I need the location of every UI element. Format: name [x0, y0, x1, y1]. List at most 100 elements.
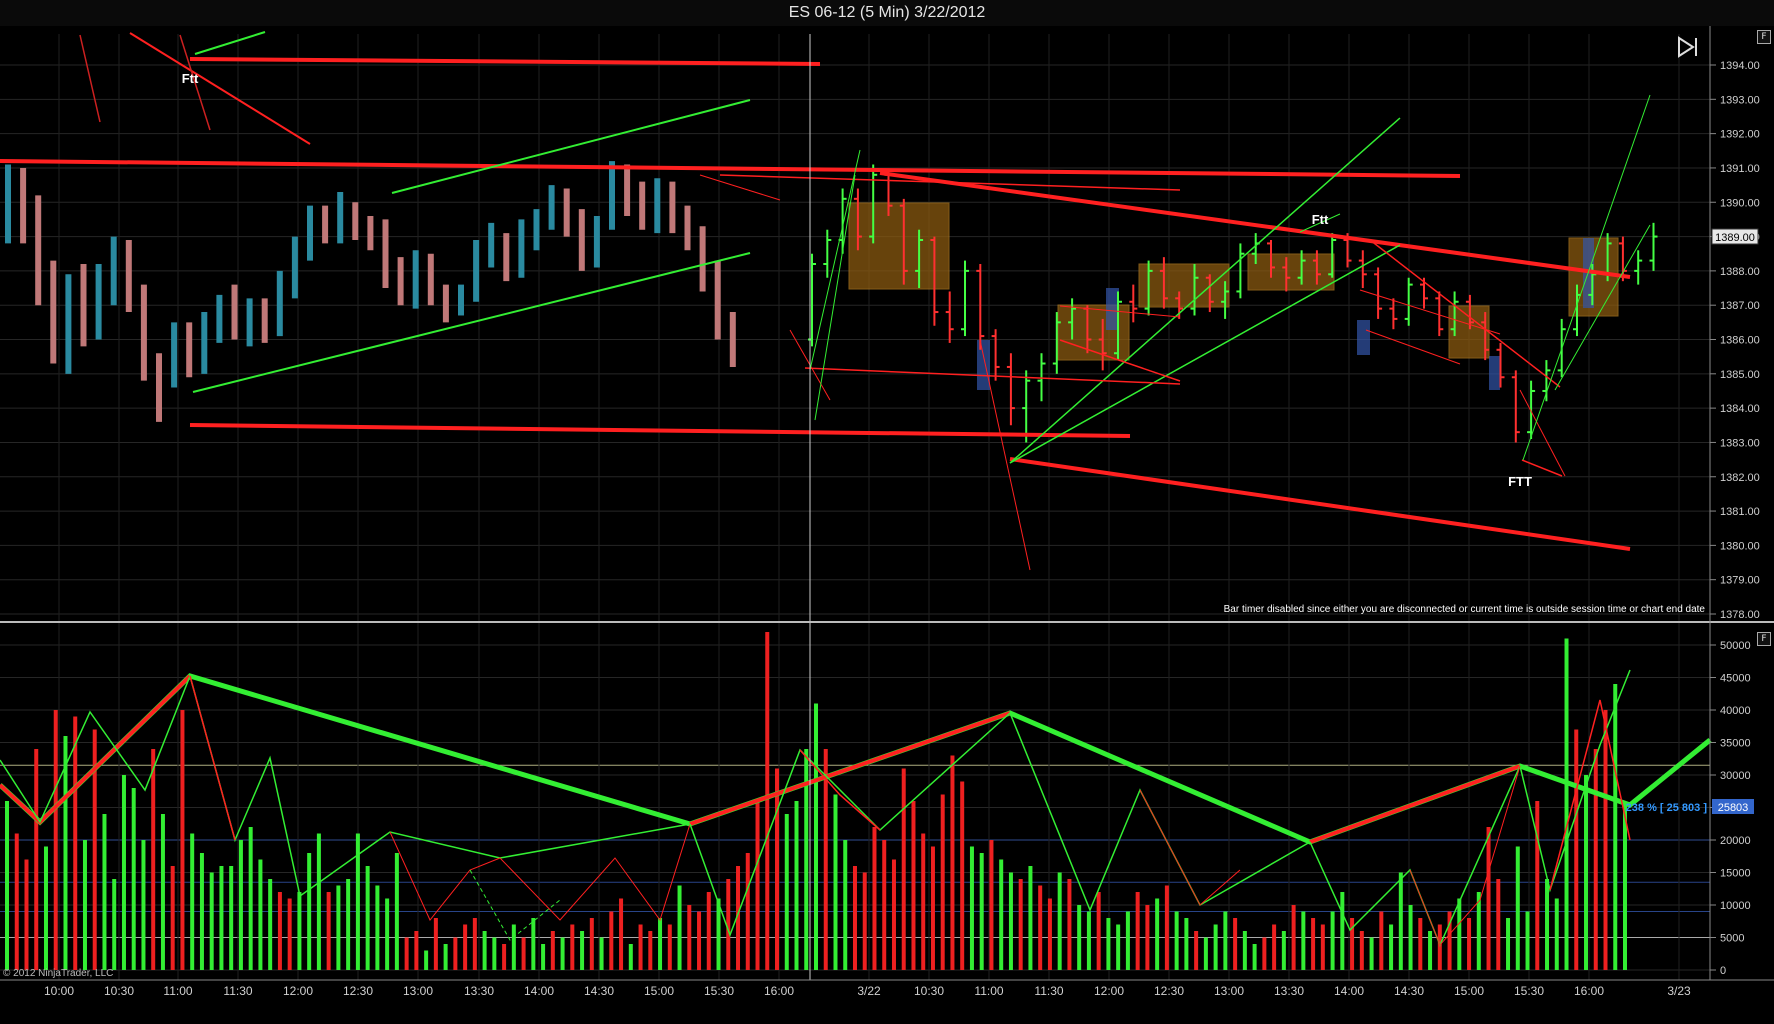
- trend-line: [1522, 94, 1651, 461]
- volume-tick-label: 10000: [1720, 900, 1751, 912]
- time-tick-label: 15:00: [644, 984, 674, 998]
- volume-zigzag: [389, 823, 691, 922]
- trend-line: [1059, 305, 1181, 318]
- trend-line: [1009, 117, 1401, 464]
- trend-line: [179, 34, 211, 131]
- trend-line: [0, 159, 1461, 178]
- price-tick-label: 1378.00: [1720, 609, 1760, 621]
- price-tick-label: 1382.00: [1720, 472, 1760, 484]
- time-tick-label: 10:00: [44, 984, 74, 998]
- time-tick-label: 12:00: [1094, 984, 1124, 998]
- price-tick-label: 1380.00: [1720, 540, 1760, 552]
- trend-line: [979, 339, 1031, 571]
- volume-tick-label: 35000: [1720, 738, 1751, 750]
- volume-zigzag: [189, 675, 236, 841]
- copyright-notice: © 2012 NinjaTrader, LLC: [3, 968, 113, 979]
- volume-zigzag: [799, 749, 881, 831]
- time-tick-label: 12:30: [343, 984, 373, 998]
- trend-line: [1009, 244, 1401, 464]
- consolidation-box: [1247, 253, 1335, 291]
- trend-line: [1299, 213, 1341, 233]
- price-tick-label: 1379.00: [1720, 575, 1760, 587]
- time-tick-label: 15:30: [1514, 984, 1544, 998]
- volume-bars: [5, 632, 1627, 970]
- scroll-to-end-icon[interactable]: [1676, 36, 1700, 58]
- time-tick-label: 12:00: [283, 984, 313, 998]
- time-tick-label: 10:30: [104, 984, 134, 998]
- ftt-annotation-3: FTT: [1508, 474, 1532, 489]
- price-tick-label: 1387.00: [1720, 300, 1760, 312]
- time-tick-label: 3/22: [857, 984, 881, 998]
- volume-tick-label: 5000: [1720, 933, 1744, 945]
- price-panel-f-button[interactable]: F: [1757, 30, 1771, 44]
- trend-line: [391, 99, 751, 194]
- volume-tick-label: 50000: [1720, 640, 1751, 652]
- ftt-annotation-2: Ftt: [1312, 212, 1329, 227]
- blue-highlight: [1489, 356, 1500, 390]
- volume-zigzag: [1549, 699, 1631, 891]
- trend-line: [1359, 289, 1501, 335]
- time-tick-label: 11:30: [1034, 984, 1063, 998]
- volume-zigzag: [1309, 669, 1631, 947]
- price-bars: [5, 161, 1658, 443]
- time-tick-label: 11:30: [223, 984, 252, 998]
- blue-highlight: [977, 340, 990, 390]
- trend-line: [1519, 389, 1566, 477]
- volume-zigzag: [1409, 765, 1521, 946]
- trend-line: [192, 252, 751, 393]
- price-tick-label: 1390.00: [1720, 197, 1760, 209]
- time-tick-label: 3/23: [1667, 984, 1691, 998]
- price-tick-label: 1392.00: [1720, 129, 1760, 141]
- trend-line: [1365, 329, 1461, 365]
- volume-zigzag: [469, 869, 561, 941]
- trend-line: [1554, 224, 1651, 391]
- blue-highlight: [1106, 288, 1119, 330]
- volume-tick-label: 15000: [1720, 868, 1751, 880]
- time-tick-label: 13:30: [464, 984, 494, 998]
- last-price-marker: [1711, 228, 1759, 245]
- price-tick-label: 1383.00: [1720, 437, 1760, 449]
- trend-line: [804, 367, 1181, 385]
- blue-highlight: [1357, 320, 1370, 355]
- volume-panel-f-button[interactable]: F: [1757, 632, 1771, 646]
- volume-tick-label: 40000: [1720, 705, 1751, 717]
- ftt-annotation-1: Ftt: [182, 71, 199, 86]
- time-tick-label: 16:00: [764, 984, 794, 998]
- trend-line: [719, 174, 1181, 191]
- time-tick-label: 11:00: [163, 984, 192, 998]
- trend-line: [809, 149, 861, 371]
- trend-line: [879, 171, 1631, 279]
- time-tick-label: 15:00: [1454, 984, 1484, 998]
- trend-line: [194, 31, 266, 55]
- last-price-label: 1389.00: [1715, 232, 1755, 244]
- price-tick-label: 1385.00: [1720, 369, 1760, 381]
- volume-zigzag-lines: [0, 669, 1712, 947]
- time-tick-label: 13:30: [1274, 984, 1304, 998]
- volume-zigzag: [1309, 764, 1521, 844]
- trend-line: [1009, 457, 1631, 551]
- trend-line: [189, 423, 1131, 438]
- price-tick-label: 1381.00: [1720, 506, 1760, 518]
- trend-line: [79, 34, 101, 123]
- consolidation-box: [848, 202, 950, 290]
- time-tick-label: 14:00: [1334, 984, 1364, 998]
- volume-tick-label: 0: [1720, 965, 1726, 977]
- time-tick-label: 14:30: [584, 984, 614, 998]
- consolidation-box: [1138, 263, 1230, 308]
- trend-lines: [0, 31, 1651, 571]
- volume-zigzag: [1139, 789, 1241, 906]
- trend-line: [1059, 339, 1181, 382]
- time-tick-label: 10:30: [914, 984, 944, 998]
- time-tick-label: 13:00: [1214, 984, 1244, 998]
- time-tick-label: 11:00: [974, 984, 1003, 998]
- volume-zigzag: [689, 711, 1011, 826]
- last-volume-label: 25803: [1718, 802, 1749, 814]
- volume-tick-label: 20000: [1720, 835, 1751, 847]
- last-volume-marker: [1712, 799, 1754, 814]
- time-tick-label: 13:00: [403, 984, 433, 998]
- trend-line: [1369, 239, 1561, 388]
- trend-line: [129, 32, 311, 145]
- price-tick-label: 1386.00: [1720, 335, 1760, 347]
- price-tick-label: 1391.00: [1720, 163, 1760, 175]
